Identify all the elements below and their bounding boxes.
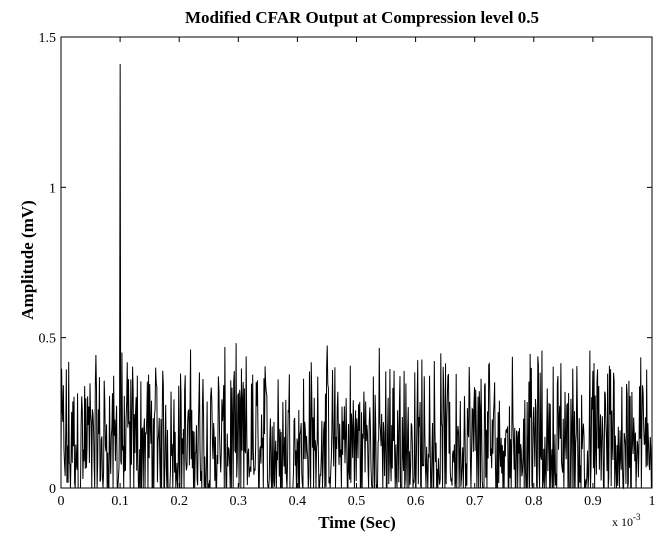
x-axis: 0 0.1 0.2 0.3 0.4 0.5 0.6 0.7 0.8 0.9 1 bbox=[58, 37, 656, 509]
x-tick-label: 1 bbox=[649, 494, 656, 509]
x-tick-label: 0.7 bbox=[466, 494, 484, 509]
x-tick-label: 0 bbox=[58, 494, 65, 509]
x-tick-label: 0.9 bbox=[584, 494, 602, 509]
x-tick-label: 0.1 bbox=[111, 494, 129, 509]
x-tick-label: 0.3 bbox=[230, 494, 248, 509]
signal-line bbox=[60, 64, 653, 490]
y-axis: 0 0.5 1 1.5 bbox=[39, 31, 652, 497]
chart-title: Modified CFAR Output at Compression leve… bbox=[185, 8, 539, 27]
y-tick-label: 1.5 bbox=[39, 31, 57, 46]
x-tick-label: 0.8 bbox=[525, 494, 543, 509]
y-tick-label: 0.5 bbox=[39, 332, 57, 347]
x-axis-multiplier: x 10-3 bbox=[612, 512, 641, 529]
plot-area bbox=[60, 36, 653, 490]
x-tick-label: 0.6 bbox=[407, 494, 425, 509]
x-tick-label: 0.4 bbox=[289, 494, 307, 509]
x-tick-label: 0.2 bbox=[170, 494, 188, 509]
x-axis-label: Time (Sec) bbox=[318, 513, 396, 532]
y-tick-label: 1 bbox=[49, 181, 56, 196]
y-tick-label: 0 bbox=[49, 482, 56, 497]
y-axis-label: Amplitude (mV) bbox=[18, 200, 37, 319]
x-tick-label: 0.5 bbox=[348, 494, 366, 509]
